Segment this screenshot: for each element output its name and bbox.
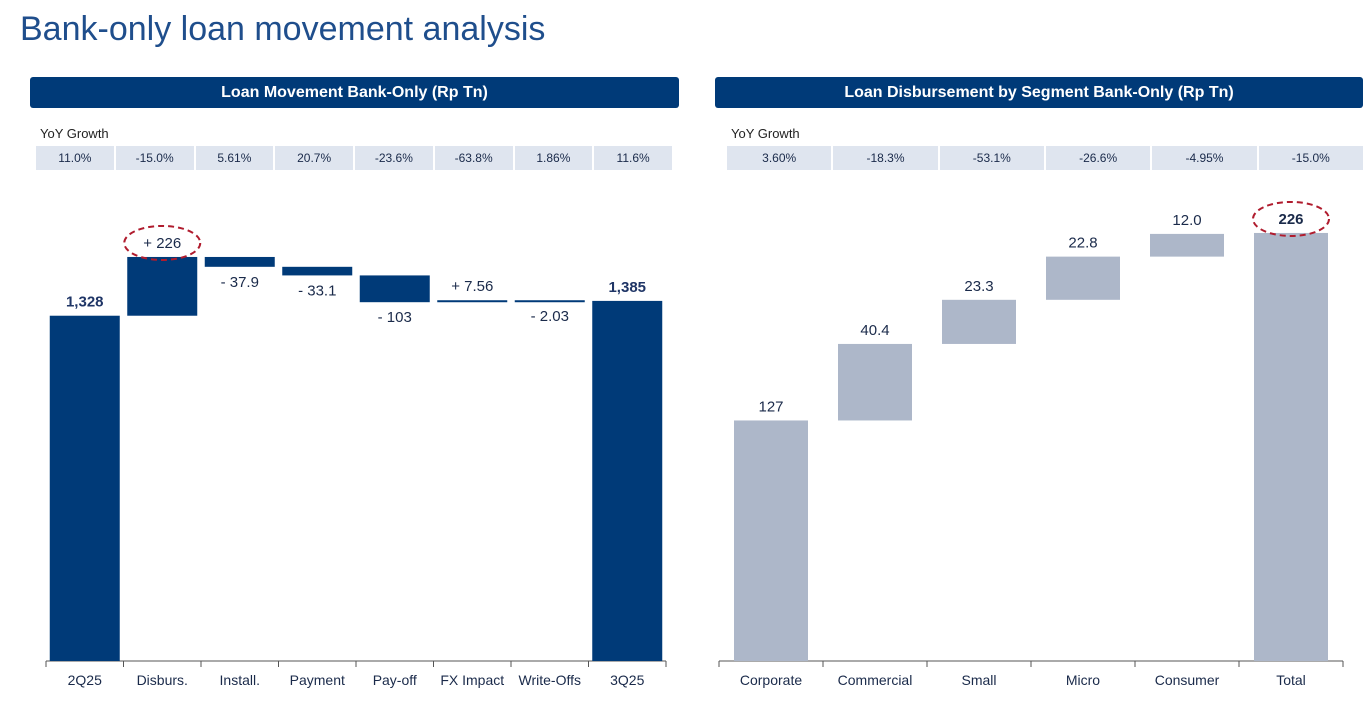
yoy-cell: -4.95%	[1152, 146, 1257, 170]
x-tick-label: Write-Offs	[519, 672, 582, 688]
data-label: - 37.9	[221, 274, 259, 291]
yoy-cell: -23.6%	[355, 146, 433, 170]
yoy-cell: 3.60%	[727, 146, 832, 170]
yoy-cell: 11.6%	[594, 146, 672, 170]
bar-3q25	[592, 300, 663, 661]
data-label: 226	[1278, 211, 1303, 228]
bar-fx-impact	[437, 300, 508, 303]
yoy-cell: 20.7%	[275, 146, 353, 170]
yoy-cell: 1.86%	[514, 146, 593, 170]
bar-payment	[282, 266, 353, 276]
yoy-label-right: YoY Growth	[731, 126, 800, 141]
bar-commercial	[838, 343, 912, 421]
x-tick-label: Disburs.	[137, 672, 188, 688]
bar-total	[1254, 232, 1328, 661]
bar-2q25	[49, 315, 120, 661]
data-label: + 226	[143, 235, 181, 252]
yoy-row-right: 3.60% -18.3% -53.1% -26.6% -4.95% -15.0%	[727, 146, 1363, 170]
highlight-circle	[123, 224, 202, 261]
x-tick-label: Small	[961, 672, 996, 688]
yoy-cell: -53.1%	[939, 146, 1044, 170]
yoy-row-left: 11.0% -15.0% 5.61% 20.7% -23.6% -63.8% 1.86% 11…	[36, 146, 672, 170]
yoy-cell: 5.61%	[195, 146, 274, 170]
data-label: 22.8	[1068, 235, 1097, 252]
bar-micro	[1046, 256, 1120, 300]
x-tick-label: 3Q25	[610, 672, 644, 688]
yoy-cell: -63.8%	[434, 146, 513, 170]
data-label: 12.0	[1172, 212, 1201, 229]
bar-disburs-	[127, 256, 198, 316]
data-label: - 103	[378, 309, 412, 326]
bar-pay-off	[359, 275, 430, 303]
bar-consumer	[1150, 233, 1224, 257]
x-tick-label: Payment	[290, 672, 345, 688]
x-tick-label: Install.	[220, 672, 260, 688]
data-label: - 33.1	[298, 282, 336, 299]
yoy-cell: -26.6%	[1045, 146, 1151, 170]
page-title: Bank-only loan movement analysis	[20, 10, 546, 48]
data-label: 40.4	[860, 322, 889, 339]
x-tick-label: Consumer	[1155, 672, 1220, 688]
data-label: + 7.56	[451, 278, 493, 295]
yoy-cell: 11.0%	[36, 146, 114, 170]
data-label: 23.3	[964, 278, 993, 295]
x-tick-label: 2Q25	[68, 672, 102, 688]
loan-disbursement-header: Loan Disbursement by Segment Bank-Only (…	[715, 77, 1363, 108]
data-label: - 2.03	[531, 308, 569, 325]
yoy-cell: -15.0%	[1258, 146, 1363, 170]
bar-corporate	[734, 420, 808, 661]
loan-movement-header: Loan Movement Bank-Only (Rp Tn)	[30, 77, 679, 108]
x-tick-label: Micro	[1066, 672, 1100, 688]
yoy-cell: -18.3%	[833, 146, 938, 170]
data-label: 1,385	[608, 279, 646, 296]
x-tick-label: Corporate	[740, 672, 802, 688]
bar-write-offs	[514, 300, 585, 303]
x-tick-label: Commercial	[838, 672, 913, 688]
data-label: 127	[758, 398, 783, 415]
highlight-circle	[1252, 200, 1330, 237]
x-tick-label: Total	[1276, 672, 1306, 688]
yoy-label-left: YoY Growth	[40, 126, 109, 141]
x-tick-label: Pay-off	[373, 672, 417, 688]
x-tick-label: FX Impact	[440, 672, 504, 688]
data-label: 1,328	[66, 294, 104, 311]
yoy-cell: -15.0%	[115, 146, 194, 170]
bar-small	[942, 299, 1016, 344]
bar-install-	[204, 256, 275, 267]
